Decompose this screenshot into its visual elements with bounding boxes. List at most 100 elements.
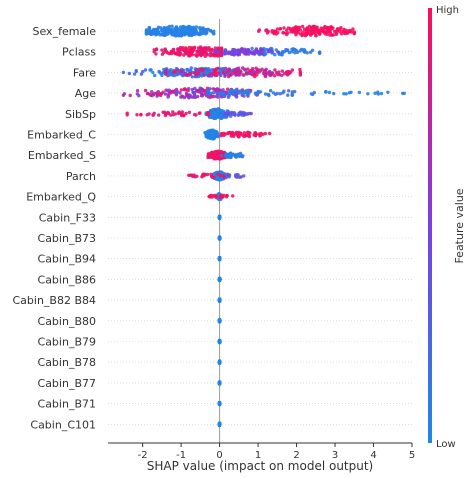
shap-point (216, 155, 220, 159)
shap-point (188, 173, 193, 177)
shap-point (318, 31, 322, 35)
shap-point (200, 26, 205, 30)
shap-point (222, 52, 226, 56)
shap-point (151, 113, 155, 117)
shap-points (121, 24, 406, 428)
shap-point (194, 25, 199, 29)
shap-point (161, 28, 165, 32)
shap-point (219, 132, 224, 136)
shap-point (207, 48, 211, 52)
shap-point (254, 92, 258, 97)
shap-point (218, 236, 222, 240)
shap-point (166, 51, 170, 55)
shap-point (157, 113, 161, 117)
shap-point (194, 113, 198, 117)
shap-point (206, 133, 211, 137)
shap-point (197, 111, 201, 116)
shap-point (217, 422, 222, 426)
shap-point (242, 94, 246, 98)
shap-point (215, 91, 220, 96)
shap-point (216, 54, 220, 58)
shap-point (329, 27, 333, 31)
feature-label: Age (75, 87, 97, 100)
shap-point (282, 26, 286, 30)
shap-point (294, 33, 298, 37)
shap-point (297, 25, 301, 29)
feature-label: Cabin_B71 (38, 398, 96, 411)
shap-point (293, 47, 297, 52)
shap-point (226, 87, 230, 91)
shap-point (208, 95, 212, 100)
shap-point (232, 89, 236, 93)
shap-point (229, 132, 234, 136)
shap-point (185, 26, 189, 30)
shap-point (162, 26, 166, 30)
shap-point (366, 92, 370, 96)
shap-point (180, 110, 184, 114)
feature-label: Cabin_B73 (38, 232, 96, 245)
feature-label: Sex_female (33, 25, 97, 38)
shap-point (186, 32, 191, 36)
shap-point (379, 91, 384, 96)
shap-point (276, 50, 281, 54)
shap-point (189, 52, 193, 56)
shap-point (213, 172, 217, 177)
feature-label: Fare (73, 66, 96, 79)
x-axis-label: SHAP value (impact on model output) (147, 459, 374, 473)
shap-point (229, 52, 234, 56)
shap-point (267, 48, 271, 53)
shap-point (172, 32, 176, 37)
shap-point (247, 91, 251, 96)
shap-point (227, 69, 232, 73)
shap-point (165, 25, 170, 30)
colorbar-title: Feature value (453, 188, 466, 263)
shap-point (246, 112, 250, 116)
shap-point (187, 110, 192, 115)
feature-label: Cabin_B79 (38, 336, 96, 349)
shap-point (268, 89, 273, 93)
shap-point (219, 69, 223, 73)
shap-point (210, 132, 214, 136)
shap-point (192, 95, 196, 99)
shap-point (376, 90, 380, 94)
shap-point (161, 90, 165, 94)
shap-point (204, 32, 208, 36)
shap-point (327, 90, 332, 95)
shap-point (263, 51, 267, 55)
shap-point (200, 94, 204, 98)
shap-point (236, 73, 241, 77)
shap-point (206, 113, 210, 117)
shap-point (193, 71, 197, 75)
x-tick-label: 0 (216, 450, 222, 461)
shap-point (274, 48, 278, 52)
shap-point (257, 29, 261, 33)
shap-point (260, 52, 264, 56)
shap-point (155, 32, 159, 36)
shap-point (258, 68, 263, 73)
shap-point (217, 178, 222, 182)
shap-point (273, 68, 277, 72)
shap-point (285, 73, 289, 77)
shap-point (255, 49, 260, 53)
colorbar-high-label: High (436, 5, 459, 16)
shap-point (218, 173, 222, 178)
shap-point (342, 92, 346, 96)
shap-point (303, 50, 307, 54)
shap-point (229, 88, 233, 93)
shap-point (263, 74, 268, 79)
feature-label: Cabin_B94 (38, 253, 96, 266)
shap-point (234, 155, 238, 159)
shap-point (248, 50, 253, 54)
shap-point (132, 72, 137, 76)
shap-point (214, 48, 218, 53)
shap-point (402, 91, 406, 96)
shap-point (182, 53, 186, 57)
shap-point (198, 45, 203, 49)
feature-label: Pclass (62, 46, 96, 59)
shap-point (237, 135, 241, 139)
shap-point (298, 28, 303, 32)
shap-point (246, 67, 250, 71)
shap-point (212, 72, 216, 77)
shap-point (263, 68, 267, 73)
shap-point (144, 31, 149, 35)
